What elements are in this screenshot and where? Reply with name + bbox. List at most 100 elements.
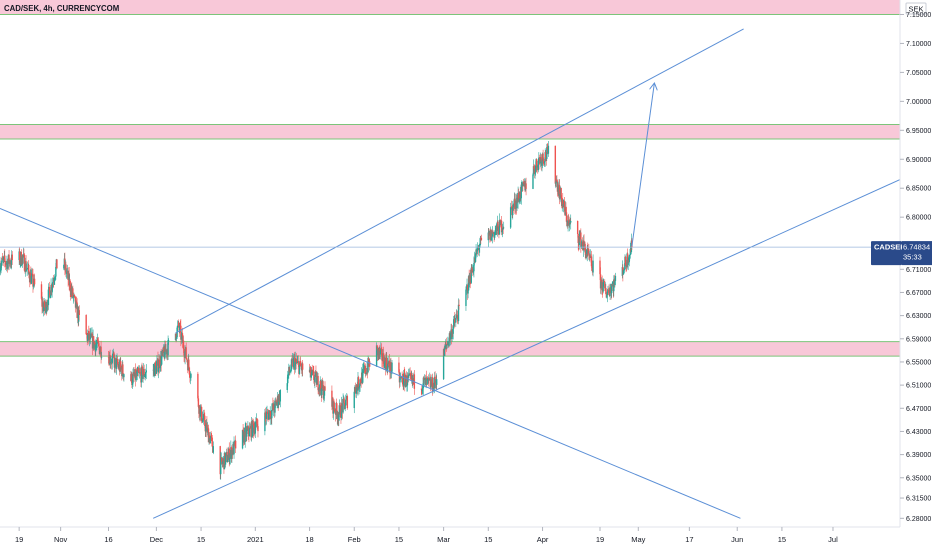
candle-body: [368, 361, 371, 367]
channel-bottom-line[interactable]: [152, 179, 901, 519]
candle-body: [1, 257, 4, 260]
candle-body: [501, 231, 503, 233]
candle-body: [133, 372, 135, 376]
candle-body: [391, 362, 393, 372]
candle-body: [384, 357, 386, 362]
candle-body: [222, 461, 224, 464]
candle-body: [246, 429, 248, 437]
y-tick-label: 6.51000: [906, 383, 931, 390]
candle-body: [339, 405, 342, 418]
supply-demand-zone[interactable]: [0, 124, 900, 139]
descending-line[interactable]: [0, 208, 741, 519]
candle-body: [226, 451, 228, 462]
candle-body: [23, 254, 26, 271]
candle-body: [1, 257, 3, 263]
candle-body: [227, 454, 229, 460]
candle-body: [158, 359, 161, 369]
candle-body: [131, 383, 134, 385]
y-tick-label: 6.63000: [906, 313, 931, 320]
supply-demand-zone[interactable]: [0, 341, 900, 357]
candle-body: [185, 347, 187, 359]
candle-body: [405, 375, 408, 387]
candle-body: [323, 395, 325, 399]
candle-body: [401, 377, 404, 385]
candle-body: [472, 269, 474, 273]
candle-body: [357, 377, 360, 389]
candle-body: [40, 284, 43, 299]
candle-body: [627, 259, 629, 265]
candle-body: [379, 350, 382, 355]
candle-body: [189, 377, 192, 379]
supply-demand-zone[interactable]: [0, 0, 900, 15]
candle-body: [300, 365, 302, 367]
x-tick-label: 17: [685, 535, 693, 544]
candle-body: [358, 385, 361, 388]
currency-badge[interactable]: [905, 2, 927, 15]
time-axis[interactable]: 19 Nov 16 Dec 15 2021 18 Feb 15 Mar 15 Apr 19 May 17 Ju…: [0, 526, 932, 550]
candle-body: [30, 275, 33, 284]
candle-body: [556, 181, 559, 192]
candle-body: [388, 360, 391, 369]
candle-body: [203, 414, 205, 416]
x-tick-label: Dec: [150, 535, 164, 544]
candle-body: [562, 199, 564, 207]
candle-body: [21, 255, 24, 265]
candle-body: [32, 273, 34, 287]
candle-body: [605, 287, 607, 294]
candle-body: [538, 157, 541, 159]
price-badge-symbol: CADSEK: [874, 243, 906, 252]
candle-body: [290, 369, 292, 372]
candle-body: [267, 413, 270, 420]
projection-arrow-line[interactable]: [631, 84, 654, 247]
candle-body: [380, 348, 383, 350]
candle-body: [26, 267, 29, 270]
candle-body: [474, 253, 477, 262]
candle-body: [145, 370, 147, 373]
candle-body: [120, 367, 122, 369]
zone-layer: [0, 0, 900, 357]
candle-body: [442, 348, 445, 380]
candle-body: [533, 169, 536, 174]
candle-body: [534, 165, 537, 173]
candle-body: [184, 351, 186, 358]
candle-body: [532, 174, 534, 189]
candle-body: [480, 237, 483, 241]
candle-body: [32, 285, 35, 287]
channel-top-line[interactable]: [175, 28, 744, 334]
candle-body: [287, 373, 289, 375]
candle-body: [265, 412, 268, 419]
x-tick-label: May: [631, 535, 645, 544]
candle-body: [163, 347, 165, 352]
candle-body: [628, 255, 630, 263]
symbol-header[interactable]: CAD/SEK, 4h, CURRENCYCOM: [4, 4, 119, 13]
candle-body: [613, 279, 615, 292]
candle-body: [570, 220, 572, 223]
x-tick-label: 19: [15, 535, 23, 544]
candle-body: [465, 286, 468, 290]
candle-body: [425, 377, 428, 381]
candle-body: [188, 367, 191, 375]
candle-body: [445, 343, 447, 348]
candle-body: [479, 245, 481, 248]
candle-body: [11, 254, 13, 261]
candle-body: [519, 191, 521, 199]
candle-body: [131, 373, 133, 385]
candle-body: [476, 247, 479, 249]
candle-body: [614, 280, 616, 285]
candle-body: [406, 385, 408, 387]
candle-body: [122, 364, 124, 374]
candle-body: [95, 345, 97, 352]
candle-body: [64, 258, 66, 269]
candle-body: [473, 263, 475, 272]
candle-body: [209, 435, 212, 439]
candle-body: [390, 361, 392, 374]
candle-body: [522, 182, 524, 187]
candle-body: [338, 405, 341, 415]
candle-body: [78, 310, 80, 322]
candle-body: [436, 379, 438, 385]
candle-body: [341, 403, 343, 407]
candle-body: [609, 287, 611, 297]
candle-body: [226, 459, 229, 462]
candle-body: [428, 379, 430, 380]
